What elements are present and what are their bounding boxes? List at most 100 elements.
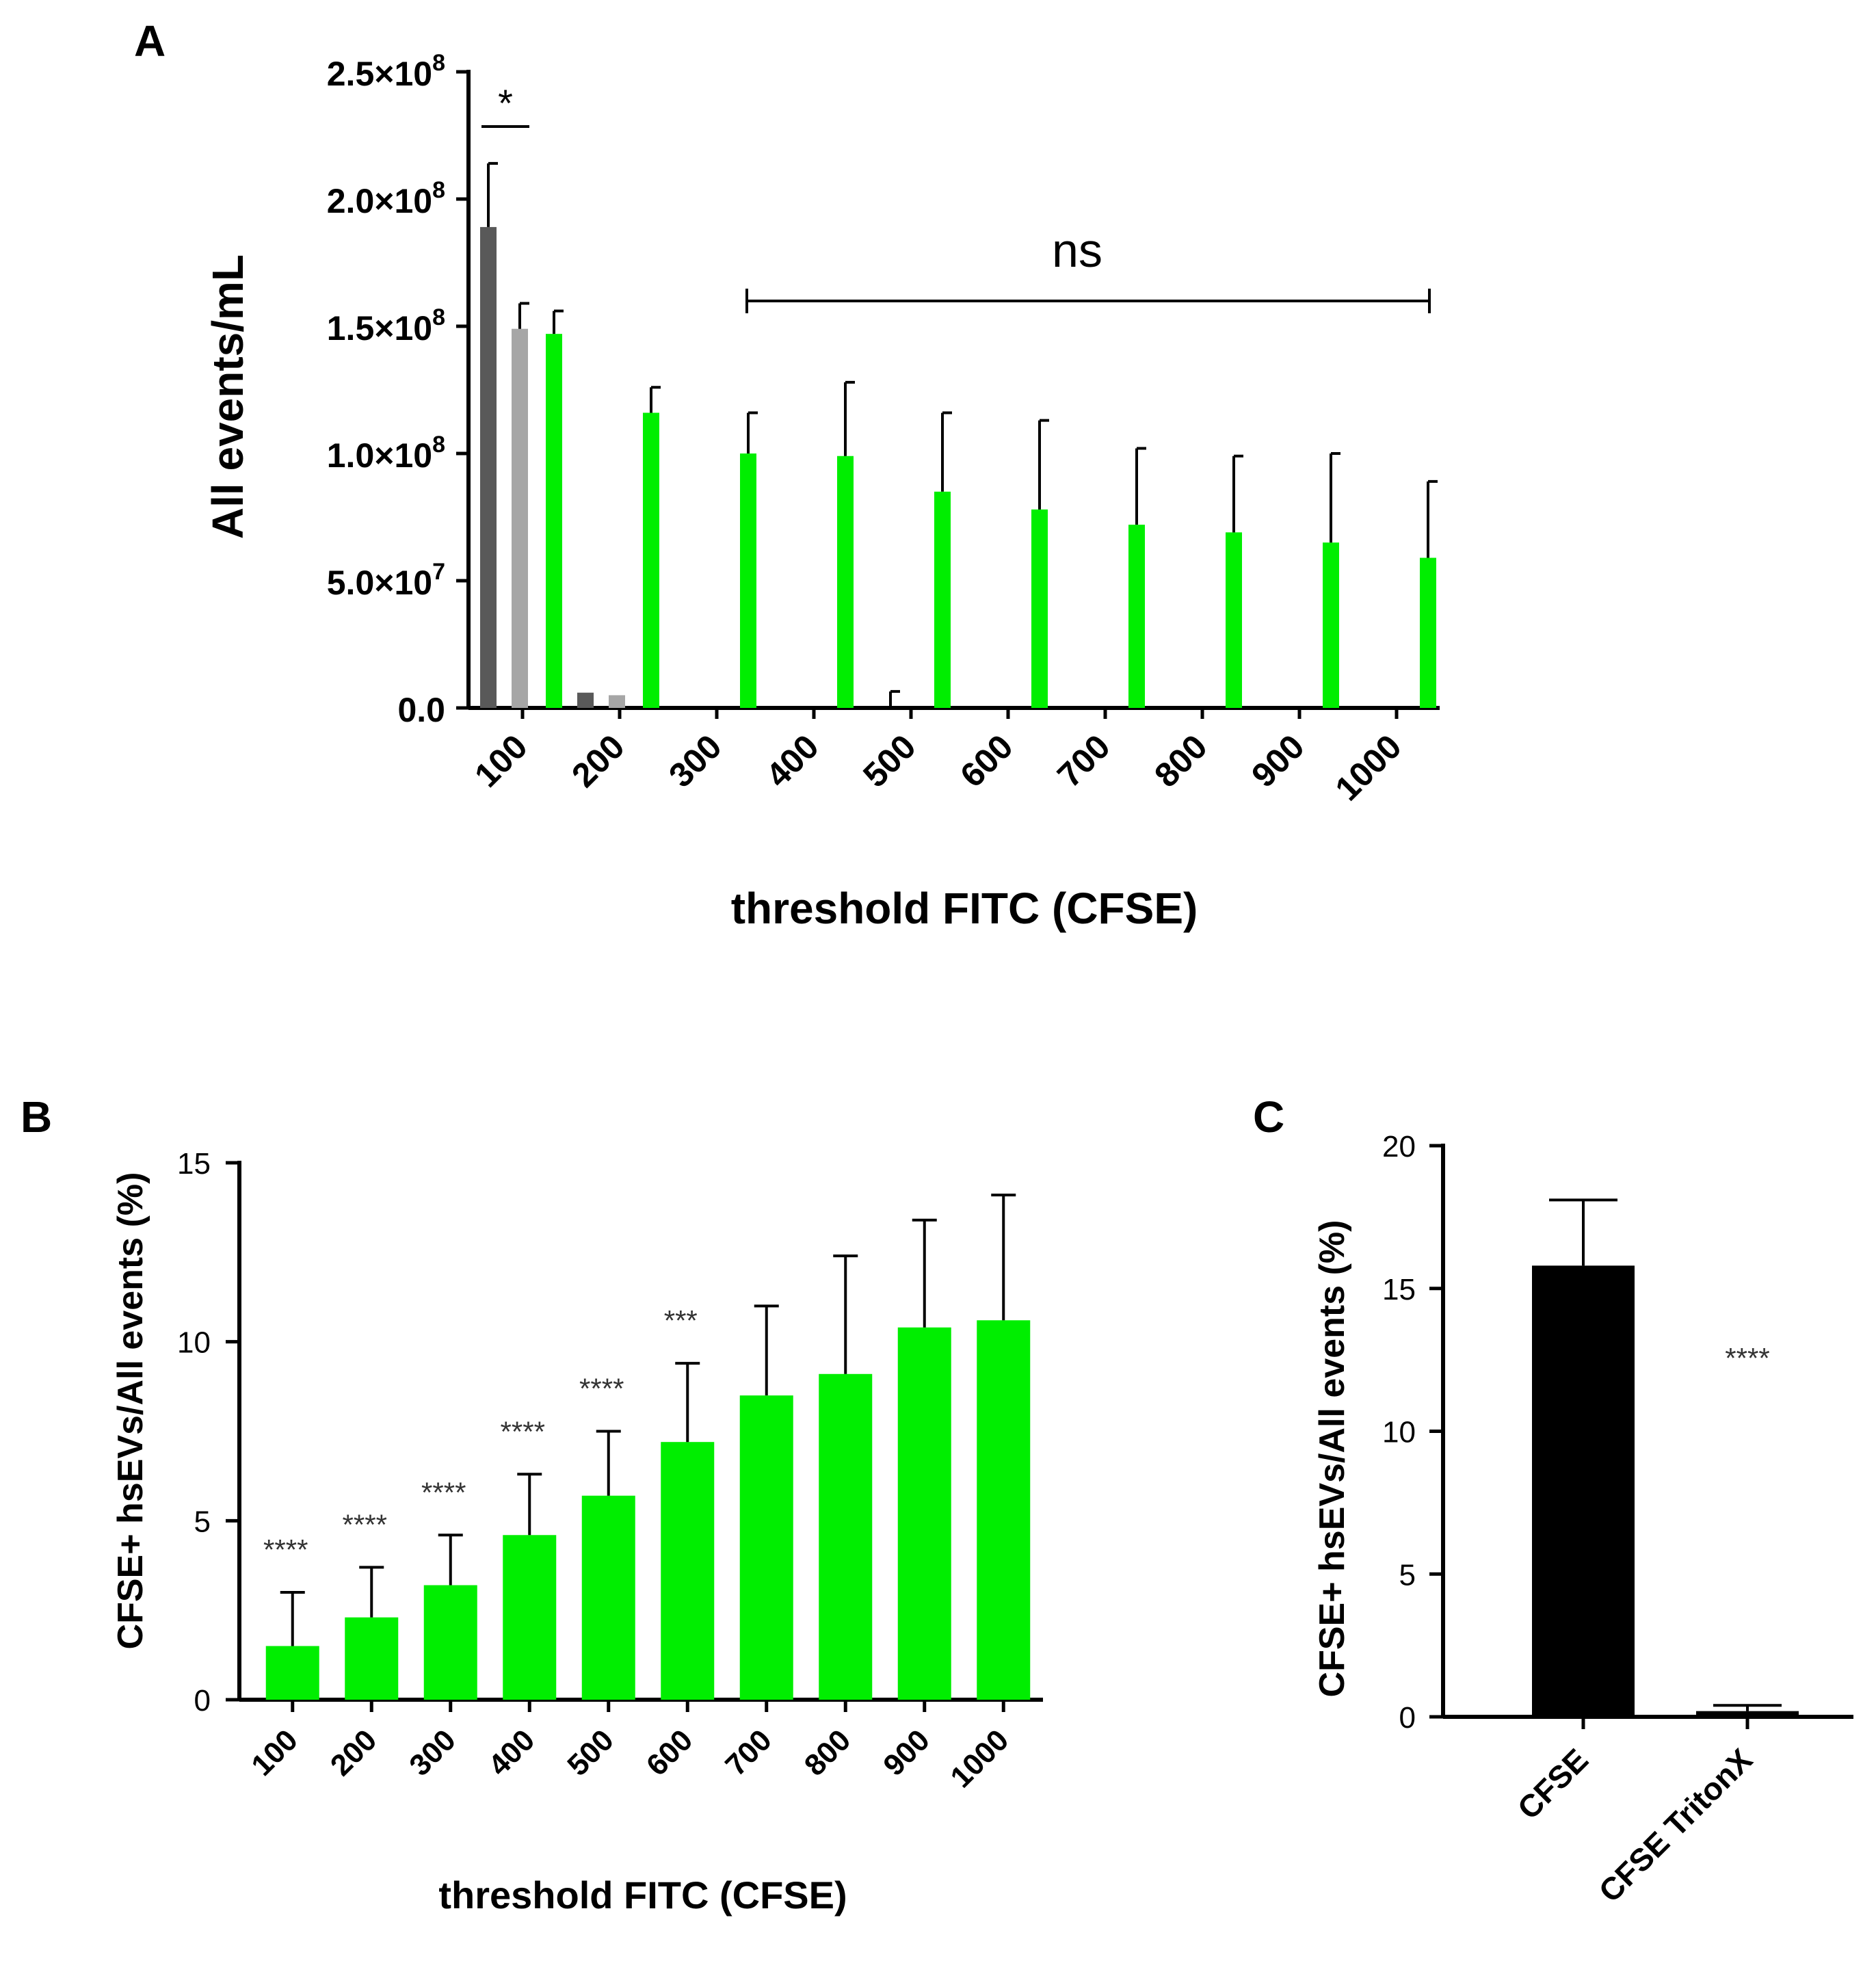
a-y-tick-label: 2.0×108 xyxy=(327,177,445,220)
b-error-bar xyxy=(754,1304,779,1396)
b-error-bar xyxy=(675,1362,700,1443)
b-y-tick-label: 10 xyxy=(177,1326,211,1360)
c-y-axis-title: CFSE+ hsEVs/All events (%) xyxy=(1312,1220,1352,1698)
b-sig-label: **** xyxy=(579,1373,624,1405)
c-y-tick-label: 20 xyxy=(1382,1130,1416,1163)
a-bar xyxy=(480,226,497,708)
panel-a-chart: 0.0 5.0×107 1.0×108 1.5×108 2.0×108 2.5×108 10… xyxy=(203,50,1440,933)
b-error-bar xyxy=(596,1430,621,1496)
b-bar xyxy=(897,1327,951,1700)
a-bar xyxy=(740,453,756,708)
c-y-tick-label: 0 xyxy=(1399,1701,1416,1735)
a-y-axis-title: All events/mL xyxy=(203,254,252,539)
c-x-tick-label: CFSE xyxy=(1511,1741,1596,1826)
a-y-tick-label: 1.5×108 xyxy=(327,304,445,347)
a-y-tick-label: 1.0×108 xyxy=(327,432,445,475)
b-x-tick-label: 300 xyxy=(403,1723,462,1782)
a-sig-ns: ns xyxy=(1052,224,1102,277)
b-x-axis-title: threshold FITC (CFSE) xyxy=(438,1873,847,1917)
b-error-bar xyxy=(912,1218,937,1328)
a-x-tick-label: 700 xyxy=(1050,727,1118,795)
a-bar xyxy=(1226,532,1242,708)
a-x-tick-label: 400 xyxy=(758,727,826,795)
b-bar xyxy=(977,1320,1031,1700)
b-x-tick-label: 900 xyxy=(877,1723,936,1782)
a-bar xyxy=(1323,542,1339,708)
a-error-bar xyxy=(1427,479,1438,558)
b-bar xyxy=(819,1373,873,1700)
a-error-bar xyxy=(1330,452,1340,543)
c-bar xyxy=(1532,1265,1635,1717)
a-bar xyxy=(643,412,659,708)
a-bar xyxy=(546,334,562,708)
b-sig-label: *** xyxy=(664,1304,698,1337)
b-error-bar xyxy=(438,1534,463,1585)
a-y-tick-exponent: 8 xyxy=(432,177,445,203)
a-y-tick-label: 5.0×107 xyxy=(327,559,445,602)
a-error-bar xyxy=(747,411,758,453)
a-x-tick-label: 100 xyxy=(467,727,535,795)
b-x-tick-label: 400 xyxy=(482,1723,542,1782)
a-y-tick-label: 2.5×108 xyxy=(327,50,445,93)
c-error-bar xyxy=(1549,1198,1617,1266)
a-x-tick-label: 800 xyxy=(1147,727,1215,795)
a-bar xyxy=(934,491,951,708)
panel-b-chart: 0 5 10 15 100 **** 200 **** 300 **** 400 **** 500 ***… xyxy=(111,1147,1043,1917)
b-y-axis-title: CFSE+ hsEVs/All events (%) xyxy=(111,1172,150,1650)
b-x-tick-label: 800 xyxy=(798,1723,858,1782)
a-error-bar xyxy=(1135,447,1146,525)
c-bar xyxy=(1696,1711,1799,1717)
a-error-bar xyxy=(518,302,529,329)
b-x-tick-label: 200 xyxy=(324,1723,384,1782)
a-sig-ns-bracket xyxy=(745,289,1431,313)
a-x-tick-label: 600 xyxy=(953,727,1020,795)
a-error-bar xyxy=(650,386,661,413)
a-bar xyxy=(512,328,528,709)
c-x-tick-label: CFSE TritonX xyxy=(1591,1741,1759,1909)
b-sig-label: **** xyxy=(343,1508,387,1540)
b-bar xyxy=(661,1442,715,1700)
b-sig-label: **** xyxy=(421,1476,466,1508)
c-sig-label: **** xyxy=(1725,1342,1769,1374)
a-bar xyxy=(1420,557,1436,708)
b-bar xyxy=(581,1495,635,1700)
b-x-tick-label: 600 xyxy=(640,1723,700,1782)
b-x-tick-label: 1000 xyxy=(944,1723,1015,1794)
c-y-tick-label: 5 xyxy=(1399,1558,1416,1592)
panel-label-c: C xyxy=(1253,1092,1284,1142)
b-error-bar xyxy=(359,1566,384,1618)
a-sig-star: * xyxy=(498,81,513,124)
a-y-tick-exponent: 7 xyxy=(432,559,445,585)
b-sig-label: **** xyxy=(263,1534,308,1566)
c-y-tick-label: 10 xyxy=(1382,1416,1416,1449)
a-y-tick-label: 0.0 xyxy=(397,691,445,729)
a-x-tick-label: 1000 xyxy=(1328,727,1409,808)
b-error-bar xyxy=(280,1591,305,1646)
a-error-bar xyxy=(1038,419,1049,510)
b-y-tick-label: 5 xyxy=(194,1505,211,1538)
a-y-tick-exponent: 8 xyxy=(432,50,445,76)
panel-label-a: A xyxy=(134,16,166,66)
c-error-bar xyxy=(1713,1704,1782,1711)
a-bar xyxy=(577,692,594,708)
b-error-bar xyxy=(517,1473,542,1536)
a-bar xyxy=(609,695,625,708)
a-error-bar-500 xyxy=(889,689,900,708)
a-x-tick-label: 300 xyxy=(661,727,729,795)
a-error-bar xyxy=(553,309,564,334)
a-x-tick-label: 900 xyxy=(1244,727,1312,795)
b-x-tick-label: 500 xyxy=(561,1723,620,1782)
b-sig-label: **** xyxy=(501,1415,545,1447)
a-x-tick-label: 500 xyxy=(856,727,923,795)
panel-label-b: B xyxy=(21,1092,52,1142)
a-bar xyxy=(1128,525,1145,708)
b-bar xyxy=(265,1646,319,1700)
a-error-bar xyxy=(941,411,952,492)
a-bar xyxy=(837,456,854,708)
b-bar xyxy=(345,1617,399,1700)
a-y-tick-exponent: 8 xyxy=(432,432,445,458)
b-y-tick-label: 15 xyxy=(177,1147,211,1181)
b-error-bar xyxy=(991,1194,1016,1321)
